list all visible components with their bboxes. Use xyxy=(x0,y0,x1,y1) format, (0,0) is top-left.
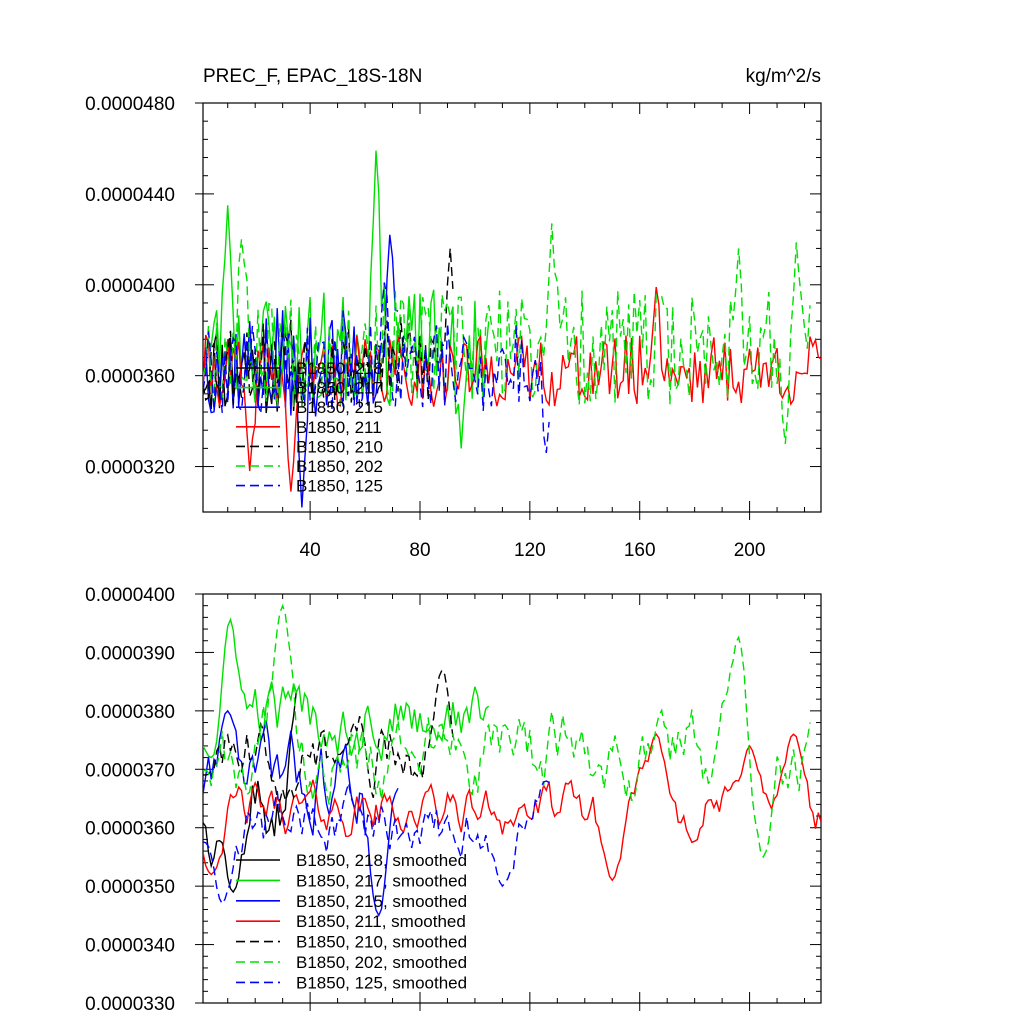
legend-label: B1850, 215 xyxy=(296,398,383,417)
legend-label: B1850, 210, smoothed xyxy=(296,933,467,952)
y-tick-label: 0.0000480 xyxy=(85,94,175,115)
plot-panel-1: 40 80 120 160 200 0.0000320 0.0000360 0.0000400… xyxy=(85,94,822,561)
y-tick-label: 0.0000360 xyxy=(85,367,175,388)
series-line xyxy=(203,733,821,882)
y-tick-label: 0.0000380 xyxy=(85,702,175,723)
legend-label: B1850, 211, smoothed xyxy=(296,912,466,931)
series-line xyxy=(203,668,454,804)
series-line xyxy=(203,617,490,761)
legend-label: B1850, 215, smoothed xyxy=(296,892,467,911)
legend-label: B1850, 218, smoothed xyxy=(296,851,467,870)
legend-label: B1850, 125, smoothed xyxy=(296,973,467,992)
y-tick-label: 0.0000320 xyxy=(85,458,175,479)
y-tick-label: 0.0000400 xyxy=(85,585,175,606)
series-line xyxy=(203,690,298,894)
series-line xyxy=(203,282,550,454)
x-tick-label: 120 xyxy=(514,540,546,561)
y-tick-label: 0.0000340 xyxy=(85,936,175,957)
series-line xyxy=(203,780,550,906)
y-tick-label: 0.0000330 xyxy=(85,994,175,1015)
x-tick-label: 40 xyxy=(300,540,321,561)
legend-label: B1850, 218 xyxy=(296,359,383,378)
y-tick-label: 0.0000390 xyxy=(85,643,175,664)
y-tick-label: 0.0000360 xyxy=(85,819,175,840)
legend-label: B1850, 210 xyxy=(296,437,383,456)
plot-panel-2: 0.0000330 0.0000340 0.0000350 0.0000360 0.00… xyxy=(85,585,822,1015)
series-line xyxy=(203,603,811,859)
legend-label: B1850, 211 xyxy=(296,418,382,437)
legend-label: B1850, 217, smoothed xyxy=(296,871,467,890)
legend-label: B1850, 125 xyxy=(296,477,383,496)
legend-label: B1850, 217 xyxy=(296,379,383,398)
series-line xyxy=(203,223,811,444)
chart-title: PREC_F, EPAC_18S-18N xyxy=(203,66,422,87)
y-tick-label: 0.0000350 xyxy=(85,877,175,898)
plot-frame xyxy=(202,593,822,1004)
y-tick-label: 0.0000400 xyxy=(85,276,175,297)
plot-frame xyxy=(202,102,822,513)
legend-label: B1850, 202, smoothed xyxy=(296,953,467,972)
chart-units: kg/m^2/s xyxy=(746,66,821,87)
x-tick-label: 200 xyxy=(734,540,766,561)
legend-label: B1850, 202 xyxy=(296,457,383,476)
x-tick-label: 80 xyxy=(409,540,430,561)
x-tick-label: 160 xyxy=(624,540,656,561)
y-tick-label: 0.0000440 xyxy=(85,185,175,206)
y-tick-label: 0.0000370 xyxy=(85,760,175,781)
